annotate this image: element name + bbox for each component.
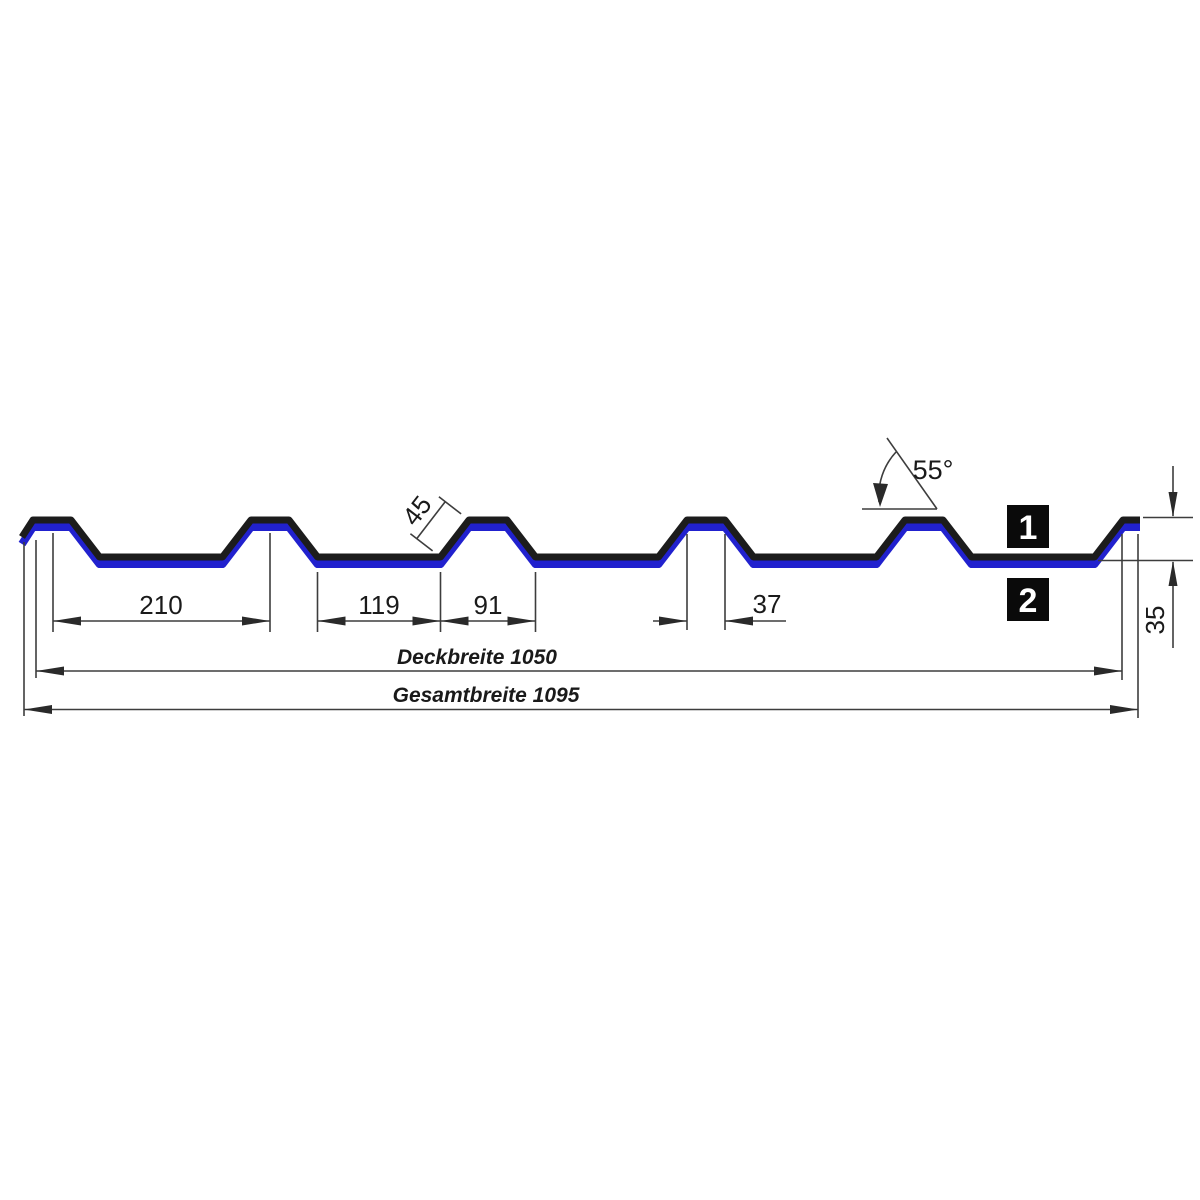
arrowhead xyxy=(36,666,64,676)
extension-lines xyxy=(23,533,1139,718)
dim-119-label: 119 xyxy=(358,590,399,620)
arrowhead xyxy=(24,705,52,714)
flank-dim-tick xyxy=(409,533,434,552)
deckbreite-label: Deckbreite 1050 xyxy=(397,646,557,669)
angle-55-label: 55° xyxy=(913,455,954,485)
dim-210-label: 210 xyxy=(139,590,182,620)
coating-line-path xyxy=(18,523,1140,568)
marker-1-box xyxy=(1007,505,1049,548)
marker-top: 1 xyxy=(1007,505,1049,548)
arrowhead xyxy=(1168,561,1178,586)
dimension-arrowheads xyxy=(24,616,1138,714)
dim-35-label: 35 xyxy=(1140,606,1170,635)
angle-slant-line xyxy=(886,437,938,510)
dim-91-label: 91 xyxy=(474,590,503,620)
marker-2-box xyxy=(1007,578,1049,621)
arrowhead xyxy=(53,616,81,626)
arrowhead xyxy=(412,616,441,626)
arrowhead xyxy=(1094,666,1122,676)
dim-45-label: 45 xyxy=(396,490,437,531)
arrowhead xyxy=(440,616,469,626)
height-dimension xyxy=(1098,466,1193,648)
arrowhead xyxy=(1168,492,1178,517)
arrowhead xyxy=(242,616,270,626)
arrowhead xyxy=(507,616,536,626)
flank-dim-tick xyxy=(438,496,462,515)
gesamtbreite-label: Gesamtbreite 1095 xyxy=(393,684,580,707)
arrowhead xyxy=(317,616,346,626)
arrowhead xyxy=(1110,705,1138,714)
dimension-lines xyxy=(24,620,1138,711)
dim-37-label: 37 xyxy=(753,589,782,619)
marker-bottom: 2 xyxy=(1007,578,1049,621)
arrowhead xyxy=(659,616,687,626)
flank-dimension xyxy=(409,496,462,552)
profile-line-path xyxy=(19,516,1140,561)
arrowhead xyxy=(873,483,888,507)
marker-1-label: 1 xyxy=(1019,509,1038,547)
angle-annotation xyxy=(862,437,938,510)
flank-dim-line xyxy=(416,501,446,540)
marker-2-label: 2 xyxy=(1019,582,1038,620)
arrowhead xyxy=(725,616,753,626)
